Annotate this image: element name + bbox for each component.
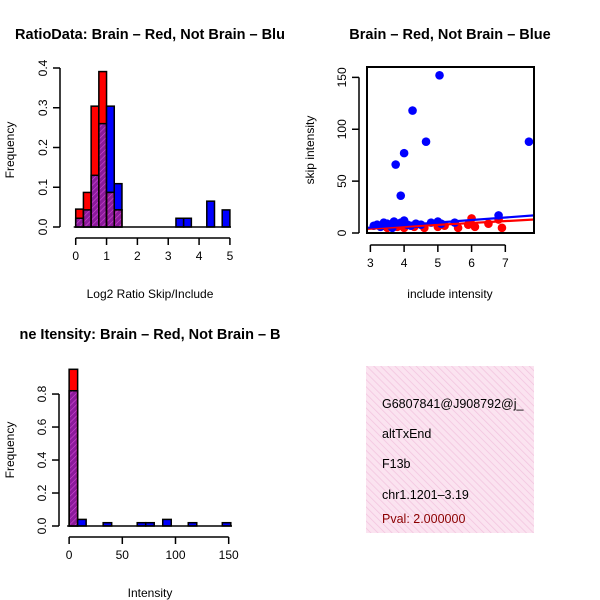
hist-bar-overlap <box>69 390 77 526</box>
hist-bar-not-brain <box>221 209 231 228</box>
x-tick-label: 3 <box>165 249 172 263</box>
x-tick-label: 6 <box>468 256 475 270</box>
chart-title: Brain – Red, Not Brain – Blue <box>349 27 550 43</box>
x-tick-label: 5 <box>435 256 442 270</box>
info-background <box>366 366 534 533</box>
y-tick-label: 0.2 <box>35 484 49 501</box>
y-tick-label: 0.2 <box>36 139 50 156</box>
hist-bar-overlap <box>76 218 83 227</box>
x-axis-label: Log2 Ratio Skip/Include <box>87 287 214 301</box>
x-axis: 0 50 100 150 <box>66 536 239 562</box>
hist-bar-not-brain <box>113 182 123 211</box>
scatter-points <box>367 71 534 233</box>
scatter-point-not-brain <box>391 160 400 169</box>
histogram-bars <box>73 70 231 228</box>
y-tick-label: 0 <box>335 229 349 236</box>
y-tick-label: 0.4 <box>36 59 50 76</box>
ratio-histogram-panel: RatioData: Brain – Red, Not Brain – Blu … <box>3 27 285 301</box>
x-tick-label: 7 <box>502 256 509 270</box>
hist-bar-not-brain <box>76 518 87 527</box>
hist-bar-not-brain <box>182 217 193 228</box>
scatter-point-brain <box>467 214 476 223</box>
hist-bar-overlap <box>115 209 122 227</box>
fit-line-not-brain <box>367 214 534 229</box>
histogram-bars <box>67 368 232 527</box>
scatter-point-not-brain <box>399 148 409 158</box>
scatter-point-brain <box>484 219 493 228</box>
x-tick-label: 150 <box>219 548 239 562</box>
scatter-point-brain <box>470 222 480 232</box>
scatter-point-brain <box>497 223 507 233</box>
x-tick-label: 100 <box>165 548 185 562</box>
y-axis: 0.0 0.1 0.2 0.3 0.4 <box>36 59 61 235</box>
hist-bar-overlap <box>84 209 91 227</box>
hist-bar-overlap <box>99 123 106 227</box>
x-axis: 3 4 5 6 7 <box>367 244 509 270</box>
hist-bar-overlap <box>107 192 114 227</box>
intensity-scatter-panel: Brain – Red, Not Brain – Blue 3 4 5 6 7 0 50 1… <box>303 27 551 301</box>
x-axis: 0 1 2 3 4 5 <box>72 237 234 263</box>
scatter-point-not-brain <box>524 137 534 146</box>
info-event-type: altTxEnd <box>382 427 431 441</box>
x-tick-label: 0 <box>66 548 73 562</box>
y-axis: 0 50 100 150 <box>335 67 360 236</box>
scatter-point-not-brain <box>435 71 444 80</box>
hist-bar-not-brain <box>105 105 116 194</box>
scatter-point-not-brain <box>421 137 431 146</box>
y-tick-label: 150 <box>335 67 349 87</box>
chart-title: ne Itensity: Brain – Red, Not Brain – B <box>19 327 280 343</box>
scatter-point-not-brain <box>450 218 460 227</box>
x-axis-label: include intensity <box>407 287 492 301</box>
y-tick-label: 0.1 <box>36 179 50 196</box>
y-tick-label: 50 <box>335 174 349 188</box>
x-tick-label: 2 <box>134 249 141 263</box>
y-axis-label: Frequency <box>3 422 17 479</box>
hist-bar-not-brain <box>175 217 185 228</box>
y-axis: 0.0 0.2 0.4 0.6 0.8 <box>35 385 60 534</box>
info-pval: Pval: 2.000000 <box>382 512 465 526</box>
info-locus: chr1.1201–3.19 <box>382 488 469 502</box>
x-tick-label: 5 <box>227 249 234 263</box>
plot-frame <box>366 66 535 234</box>
y-tick-label: 0.3 <box>36 99 50 116</box>
y-tick-label: 0.8 <box>35 385 49 402</box>
y-tick-label: 0.6 <box>35 418 49 435</box>
x-tick-label: 0 <box>72 249 79 263</box>
x-axis-label: Intensity <box>128 586 173 600</box>
x-tick-label: 4 <box>401 256 408 270</box>
intensity-histogram-panel: ne Itensity: Brain – Red, Not Brain – B … <box>3 327 281 600</box>
fit-line-brain <box>367 218 534 230</box>
y-tick-label: 100 <box>335 119 349 139</box>
y-axis-label: skip intensity <box>303 116 317 185</box>
y-tick-label: 0.0 <box>36 218 50 235</box>
x-tick-label: 3 <box>367 256 374 270</box>
hist-bar-overlap <box>91 175 99 227</box>
hist-bar-not-brain <box>161 518 172 527</box>
scatter-point-not-brain <box>396 191 406 200</box>
scatter-point-not-brain <box>408 106 417 115</box>
info-gene: F13b <box>382 457 411 471</box>
x-tick-label: 4 <box>196 249 203 263</box>
y-axis-label: Frequency <box>3 122 17 179</box>
x-tick-label: 50 <box>116 548 130 562</box>
x-tick-label: 1 <box>103 249 110 263</box>
info-event-id: G6807841@J908792@j_ <box>382 397 525 411</box>
chart-title: RatioData: Brain – Red, Not Brain – Blu <box>15 27 285 43</box>
y-tick-label: 0.4 <box>35 451 49 468</box>
hist-bar-not-brain <box>206 200 216 228</box>
info-panel: G6807841@J908792@j_ altTxEnd F13b chr1.1… <box>366 366 534 533</box>
y-tick-label: 0.0 <box>35 517 49 534</box>
